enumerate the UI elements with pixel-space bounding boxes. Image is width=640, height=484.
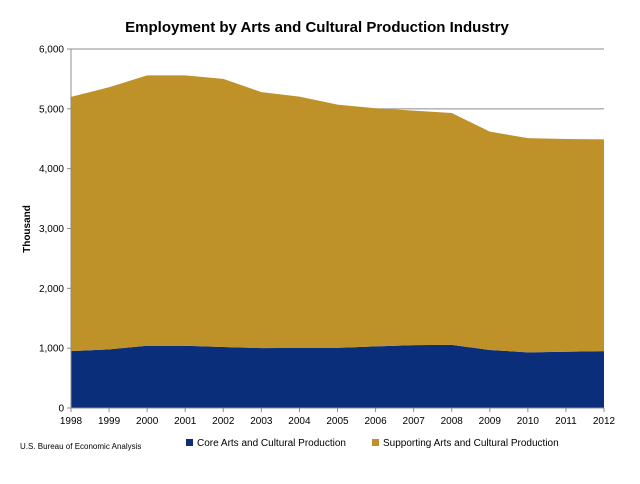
y-tick-label: 0 [58, 404, 64, 415]
legend-swatch-supporting [372, 439, 379, 446]
y-tick-label: 3,000 [39, 224, 64, 235]
y-tick-label: 2,000 [39, 284, 64, 295]
x-tick-label: 2012 [593, 416, 616, 427]
x-tick-label: 1998 [60, 416, 83, 427]
x-tick-label: 2003 [250, 416, 273, 427]
source-note: U.S. Bureau of Economic Analysis [20, 442, 141, 451]
x-tick-label: 2001 [174, 416, 197, 427]
y-tick-label: 4,000 [39, 164, 64, 175]
axes [67, 48, 605, 412]
x-tick-label: 2008 [441, 416, 464, 427]
x-tick-label: 2006 [364, 416, 387, 427]
x-tick-label: 2010 [517, 416, 540, 427]
legend: Core Arts and Cultural Production Suppor… [186, 438, 559, 449]
y-tick-label: 1,000 [39, 344, 64, 355]
x-tick-label: 2007 [403, 416, 426, 427]
x-tick-label: 2004 [288, 416, 311, 427]
area-series-supporting [71, 75, 604, 353]
x-tick-label: 2005 [326, 416, 349, 427]
legend-label-core: Core Arts and Cultural Production [197, 438, 346, 449]
y-tick-label: 6,000 [39, 45, 64, 56]
area-layer [71, 75, 604, 408]
chart-title: Employment by Arts and Cultural Producti… [125, 19, 509, 36]
legend-swatch-core [186, 439, 193, 446]
x-tick-labels: 1998 1999 2000 2001 2002 2003 2004 2005 2006 2007… [60, 416, 616, 427]
x-tick-label: 2011 [555, 416, 577, 427]
area-series-core [71, 344, 604, 408]
x-tick-label: 2009 [479, 416, 502, 427]
y-axis-label: Thousand [22, 205, 33, 253]
x-tick-label: 2002 [212, 416, 235, 427]
y-tick-label: 5,000 [39, 104, 64, 115]
legend-label-supporting: Supporting Arts and Cultural Production [383, 438, 559, 449]
y-tick-labels: 0 1,000 2,000 3,000 4,000 5,000 6,000 [39, 45, 64, 415]
x-tick-label: 1999 [98, 416, 121, 427]
x-tick-label: 2000 [136, 416, 159, 427]
